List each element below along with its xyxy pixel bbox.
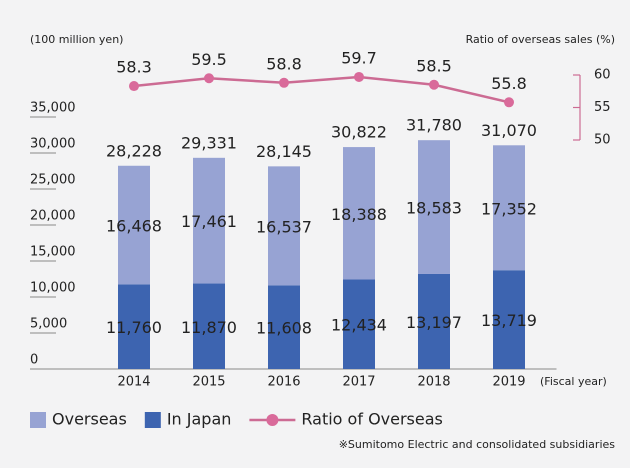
x-tick-label: 2018 bbox=[417, 375, 450, 390]
bar bbox=[343, 147, 375, 280]
ratio-point bbox=[504, 97, 514, 108]
bar bbox=[418, 273, 450, 369]
bar bbox=[268, 166, 300, 286]
y-tick-label: 15,000 bbox=[30, 245, 76, 260]
bar bbox=[493, 270, 525, 369]
legend-label: In Japan bbox=[167, 410, 232, 429]
y-tick-label: 0 bbox=[30, 353, 38, 368]
bar-value-label: 16,468 bbox=[106, 217, 162, 236]
bar bbox=[118, 165, 150, 285]
y-tick-label: 10,000 bbox=[30, 281, 76, 296]
bar bbox=[493, 145, 525, 271]
ratio-label: 58.8 bbox=[266, 54, 302, 73]
bar-value-label: 13,197 bbox=[406, 313, 462, 332]
bar bbox=[193, 157, 225, 284]
y2-axis-label: Ratio of overseas sales (%) bbox=[466, 33, 615, 46]
bar bbox=[118, 284, 150, 369]
bar bbox=[343, 279, 375, 369]
y2-tick-label: 50 bbox=[594, 133, 611, 148]
bar bbox=[193, 283, 225, 369]
ratio-label: 58.5 bbox=[416, 56, 452, 75]
bar-value-label: 11,870 bbox=[181, 318, 237, 337]
bar-value-label: 18,583 bbox=[406, 199, 462, 218]
legend-swatch bbox=[30, 412, 46, 428]
ratio-label: 55.8 bbox=[491, 74, 527, 93]
bar-value-label: 16,537 bbox=[256, 217, 312, 236]
bar-value-label: 18,388 bbox=[331, 205, 387, 224]
y2-tick-label: 55 bbox=[594, 100, 611, 115]
legend-swatch bbox=[144, 412, 161, 428]
y-tick-label: 35,000 bbox=[30, 101, 76, 116]
y-tick-label: 20,000 bbox=[30, 209, 76, 224]
total-label: 28,228 bbox=[106, 141, 162, 160]
ratio-label: 59.5 bbox=[191, 50, 227, 69]
x-tick-label: 2016 bbox=[267, 375, 300, 390]
ratio-label: 58.3 bbox=[116, 58, 152, 77]
bar-value-label: 11,608 bbox=[256, 319, 312, 338]
x-tick-label: 2017 bbox=[342, 375, 375, 390]
bar bbox=[268, 285, 300, 369]
total-label: 29,331 bbox=[181, 133, 237, 152]
ratio-point bbox=[279, 77, 289, 88]
y-tick-label: 30,000 bbox=[30, 137, 76, 152]
note: ※Sumitomo Electric and consolidated subs… bbox=[339, 438, 616, 451]
bar-value-label: 13,719 bbox=[481, 311, 537, 330]
y-tick-label: 5,000 bbox=[30, 317, 67, 332]
y2-tick-label: 60 bbox=[594, 68, 611, 83]
total-label: 31,070 bbox=[481, 121, 537, 140]
ratio-point bbox=[129, 81, 139, 92]
y-axis-label: (100 million yen) bbox=[30, 33, 123, 46]
bar-value-label: 12,434 bbox=[331, 316, 387, 335]
x-tick-label: 2019 bbox=[492, 375, 525, 390]
x-tick-label: 2015 bbox=[192, 375, 225, 390]
ratio-point bbox=[429, 79, 439, 90]
legend-label: Overseas bbox=[52, 410, 127, 429]
ratio-point bbox=[354, 71, 364, 82]
ratio-label: 59.7 bbox=[341, 48, 377, 67]
bar bbox=[418, 140, 450, 274]
bar-value-label: 11,760 bbox=[106, 318, 162, 337]
ratio-point bbox=[204, 73, 214, 84]
legend-marker bbox=[266, 414, 279, 426]
y-tick-label: 25,000 bbox=[30, 173, 76, 188]
bar-value-label: 17,461 bbox=[181, 212, 237, 231]
total-label: 30,822 bbox=[331, 123, 387, 142]
bar-value-label: 17,352 bbox=[481, 199, 537, 218]
total-label: 28,145 bbox=[256, 142, 312, 161]
x-axis-label: (Fiscal year) bbox=[540, 375, 607, 388]
total-label: 31,780 bbox=[406, 116, 462, 135]
legend-label: Ratio of Overseas bbox=[301, 410, 442, 429]
ratio-line bbox=[133, 75, 510, 104]
x-tick-label: 2014 bbox=[117, 375, 150, 390]
